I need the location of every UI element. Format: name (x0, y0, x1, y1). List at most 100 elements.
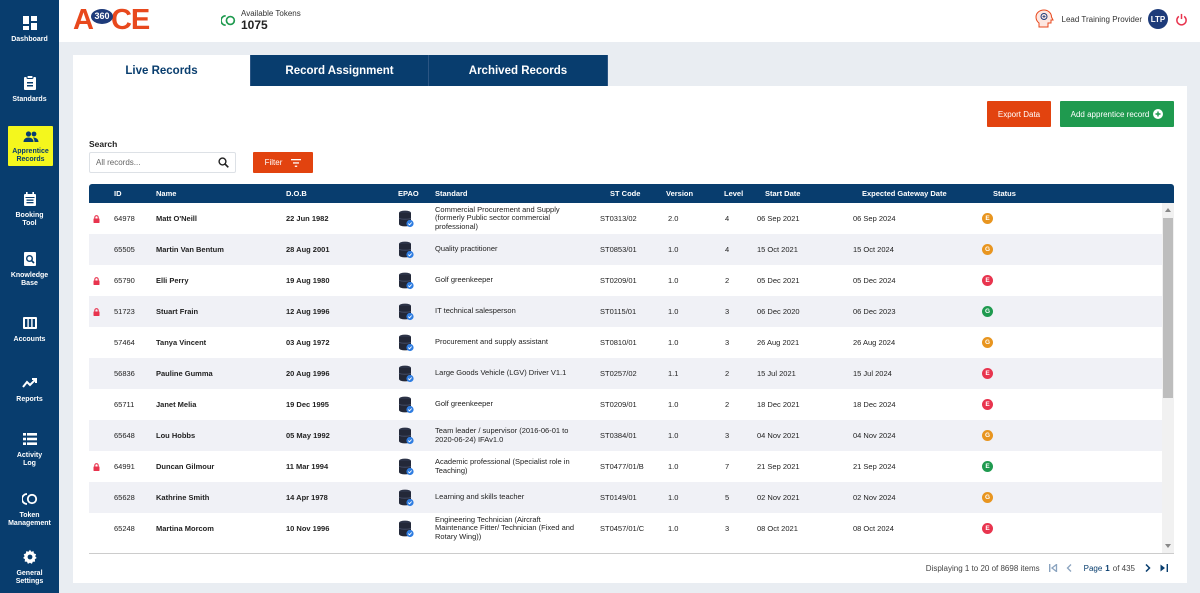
epao-icon[interactable] (398, 458, 414, 476)
column-name[interactable]: Name (156, 189, 177, 198)
search-input[interactable] (96, 158, 206, 167)
status-badge[interactable]: E (982, 213, 993, 224)
column-dob[interactable]: D.O.B (286, 189, 307, 198)
column-standard[interactable]: Standard (435, 189, 468, 198)
power-icon[interactable] (1175, 13, 1188, 26)
tab-live-records[interactable]: Live Records (73, 55, 251, 86)
status-badge[interactable]: G (982, 337, 993, 348)
epao-icon[interactable] (398, 520, 414, 538)
cell-st-code: ST0115/01 (600, 307, 637, 316)
logo-badge: 360 (90, 8, 113, 24)
sidebar-item-dashboard[interactable]: Dashboard (0, 0, 59, 58)
status-badge[interactable]: E (982, 523, 993, 534)
table-row[interactable]: 65790 Elli Perry 19 Aug 1980 Golf greenkeep… (89, 265, 1162, 296)
cell-start-date: 15 Jul 2021 (757, 369, 796, 378)
cell-gateway-date: 18 Dec 2024 (853, 400, 896, 409)
logo-text: A (73, 4, 94, 36)
status-badge[interactable]: E (982, 399, 993, 410)
table-row[interactable]: 65628 Kathrine Smith 14 Apr 1978 Learning a… (89, 482, 1162, 513)
table-row[interactable]: 64991 Duncan Gilmour 11 Mar 1994 Academic p… (89, 451, 1162, 482)
avatar[interactable]: LTP (1148, 9, 1168, 29)
cell-version: 1.1 (668, 369, 679, 378)
previous-page-icon[interactable] (1066, 564, 1072, 572)
cell-version: 1.0 (668, 307, 679, 316)
cell-st-code: ST0810/01 (600, 338, 637, 347)
epao-icon[interactable] (398, 210, 414, 228)
status-badge[interactable]: G (982, 306, 993, 317)
main-content: Live Records Record Assignment Archived … (73, 55, 1187, 583)
search-icon[interactable] (218, 157, 229, 168)
cell-standard: Engineering Technician (Aircraft Mainten… (435, 514, 575, 541)
scroll-down-arrow[interactable] (1165, 544, 1171, 548)
filter-button[interactable]: Filter (253, 152, 313, 173)
scroll-up-arrow[interactable] (1165, 208, 1171, 212)
cell-id: 64991 (114, 462, 135, 471)
column-gateway-date[interactable]: Expected Gateway Date (862, 189, 947, 198)
column-version[interactable]: Version (666, 189, 694, 198)
sidebar-item-apprentice-records[interactable]: Apprentice Records (8, 126, 53, 166)
epao-icon[interactable] (398, 489, 414, 507)
filter-label: Filter (264, 158, 283, 167)
table-row[interactable]: 65711 Janet Melia 19 Dec 1995 Golf greenkee… (89, 389, 1162, 420)
status-badge[interactable]: G (982, 492, 993, 503)
cell-st-code: ST0257/02 (600, 369, 637, 378)
column-start-date[interactable]: Start Date (765, 189, 801, 198)
app-logo[interactable]: A 360 CE (73, 4, 150, 36)
current-page[interactable]: 1 (1105, 563, 1110, 573)
sidebar-item-activity-log[interactable]: Activity Log (0, 420, 59, 478)
tab-archived-records[interactable]: Archived Records (429, 55, 608, 86)
epao-icon[interactable] (398, 272, 414, 290)
column-st-code[interactable]: ST Code (610, 189, 641, 198)
status-badge[interactable]: E (982, 461, 993, 472)
cell-level: 2 (725, 276, 730, 285)
table-row[interactable]: 65648 Lou Hobbs 05 May 1992 Team leader / s… (89, 420, 1162, 451)
user-menu[interactable]: Lead Training Provider LTP (1034, 9, 1189, 29)
export-data-button[interactable]: Export Data (987, 101, 1051, 127)
cell-standard: Large Goods Vehicle (LGV) Driver V1.1 (435, 368, 567, 378)
column-epao[interactable]: EPAO (398, 189, 419, 198)
cell-standard: Golf greenkeeper (435, 275, 493, 285)
table-row[interactable]: 65248 Martina Morcom 10 Nov 1996 Engineerin… (89, 513, 1162, 544)
lock-icon (93, 215, 100, 223)
table-scrollbar[interactable] (1162, 203, 1174, 553)
table-row[interactable]: 56836 Pauline Gumma 20 Aug 1996 Large Goods… (89, 358, 1162, 389)
status-badge[interactable]: E (982, 368, 993, 379)
epao-icon[interactable] (398, 396, 414, 414)
cell-st-code: ST0384/01 (600, 431, 637, 440)
column-status[interactable]: Status (993, 189, 1016, 198)
cell-level: 5 (725, 493, 730, 502)
epao-icon[interactable] (398, 303, 414, 321)
table-row[interactable]: 57464 Tanya Vincent 03 Aug 1972 Procurement… (89, 327, 1162, 358)
sidebar-item-booking-tool[interactable]: Booking Tool (0, 180, 59, 238)
status-badge[interactable]: G (982, 430, 993, 441)
cell-start-date: 04 Nov 2021 (757, 431, 800, 440)
cell-gateway-date: 15 Oct 2024 (853, 245, 894, 254)
sidebar-item-general-settings[interactable]: General Settings (0, 538, 59, 593)
sidebar-item-accounts[interactable]: Accounts (0, 300, 59, 358)
cell-dob: 05 May 1992 (286, 431, 330, 440)
token-icon (21, 492, 37, 505)
status-badge[interactable]: E (982, 275, 993, 286)
epao-icon[interactable] (398, 334, 414, 352)
sidebar-item-standards[interactable]: Standards (0, 60, 59, 118)
cell-id: 65505 (114, 245, 135, 254)
first-page-icon[interactable] (1048, 564, 1058, 572)
tokens-label: Available Tokens (241, 9, 301, 18)
status-badge[interactable]: G (982, 244, 993, 255)
table-row[interactable]: 64978 Matt O'Neill 22 Jun 1982 Commercial P… (89, 203, 1162, 234)
sidebar-item-reports[interactable]: Reports (0, 360, 59, 418)
sidebar-item-token-management[interactable]: Token Management (0, 480, 59, 538)
epao-icon[interactable] (398, 241, 414, 259)
last-page-icon[interactable] (1159, 564, 1168, 572)
epao-icon[interactable] (398, 365, 414, 383)
table-row[interactable]: 51723 Stuart Frain 12 Aug 1996 IT technical… (89, 296, 1162, 327)
table-row[interactable]: 65505 Martin Van Bentum 28 Aug 2001 Quality… (89, 234, 1162, 265)
add-apprentice-record-button[interactable]: Add apprentice record (1060, 101, 1174, 127)
sidebar-item-knowledge-base[interactable]: Knowledge Base (0, 240, 59, 298)
column-level[interactable]: Level (724, 189, 744, 198)
next-page-icon[interactable] (1145, 564, 1151, 572)
column-id[interactable]: ID (114, 189, 122, 198)
tab-record-assignment[interactable]: Record Assignment (251, 55, 429, 86)
epao-icon[interactable] (398, 427, 414, 445)
scroll-thumb[interactable] (1163, 218, 1173, 398)
